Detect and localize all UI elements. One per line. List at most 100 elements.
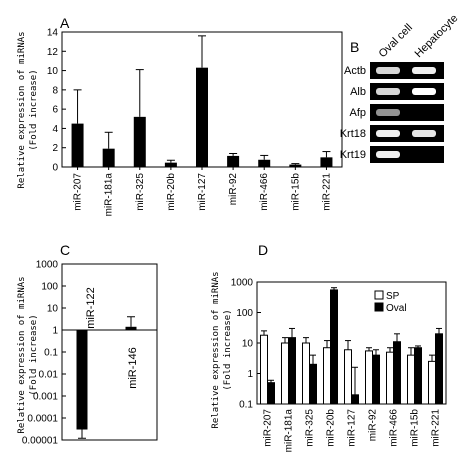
gel-lane-box bbox=[370, 125, 444, 142]
gel-row-label: Krt19 bbox=[340, 149, 366, 161]
y-tick-label: 14 bbox=[47, 28, 59, 39]
bar-sp bbox=[323, 347, 331, 405]
y-tick-label: 100 bbox=[41, 282, 58, 293]
y-tick-label: 0.00001 bbox=[22, 436, 59, 447]
bar-oval bbox=[372, 354, 380, 405]
bar-sp bbox=[281, 342, 289, 405]
y-tick-label: 1000 bbox=[36, 260, 59, 271]
gel-column-label: Oval cell bbox=[377, 22, 415, 60]
x-tick-label: miR-181a bbox=[284, 409, 295, 453]
gel-band bbox=[412, 88, 436, 95]
x-tick-label: miR-207 bbox=[263, 409, 274, 447]
y-axis-title-a-line1: Relative expression of miRNAs bbox=[17, 31, 27, 188]
chart-a: 0 2 4 6 8 10 12 14 miR-207 miR-181a miR-325 miR-20b… bbox=[47, 28, 343, 217]
bar-oval bbox=[435, 333, 443, 405]
bar bbox=[76, 330, 88, 430]
plot-frame bbox=[61, 263, 158, 441]
y-axis-title-d-line2: (Fold increase) bbox=[223, 309, 233, 390]
bar-oval bbox=[393, 341, 401, 405]
category-label: miR-146 bbox=[127, 347, 139, 389]
y-axis-title-c-line1: Relative expression of miRNAs bbox=[17, 276, 27, 433]
gel-band bbox=[376, 151, 400, 158]
bar bbox=[102, 148, 115, 167]
gel-lane-box bbox=[370, 83, 444, 100]
bar bbox=[164, 162, 177, 167]
gel-band bbox=[412, 130, 436, 137]
chart-c: 1000 100 10 1 0.1 0.01 0.001 0.0001 0.00001 miR-1… bbox=[22, 260, 158, 447]
bar bbox=[71, 123, 84, 167]
chart-d: 1000 100 10 1 0.1 miR-207 miR-181a miR-325 miR-2… bbox=[231, 278, 447, 453]
category-label: miR-122 bbox=[85, 287, 97, 329]
x-tick-label: miR-92 bbox=[228, 173, 239, 206]
panel-label-a: A bbox=[60, 15, 70, 31]
legend-label-sp: SP bbox=[386, 291, 400, 302]
x-tick-label: miR-325 bbox=[135, 173, 146, 211]
x-tick-label: miR-466 bbox=[389, 409, 400, 447]
bar-oval bbox=[351, 394, 359, 405]
x-tick-label: miR-221 bbox=[321, 173, 332, 211]
panel-label-c: C bbox=[60, 242, 70, 258]
y-tick-label: 0 bbox=[52, 163, 58, 174]
y-tick-label: 10 bbox=[242, 339, 254, 350]
bar bbox=[133, 116, 146, 167]
y-tick-label: 0.0001 bbox=[27, 414, 58, 425]
bar-oval bbox=[330, 289, 338, 405]
x-tick-label: miR-207 bbox=[73, 173, 84, 211]
y-axis-title-c-line2: (Fold increase) bbox=[29, 314, 39, 395]
bar-sp bbox=[260, 334, 268, 405]
gel-column-label: Hepatocyte bbox=[413, 12, 461, 60]
gel-band bbox=[376, 109, 400, 116]
gel-lane-box bbox=[370, 104, 444, 121]
y-axis-title-a: Relative expression of miRNAs (Fold incr… bbox=[17, 31, 39, 188]
bar bbox=[289, 164, 302, 167]
y-tick-label: 1000 bbox=[231, 278, 254, 289]
y-tick-label: 4 bbox=[52, 124, 58, 135]
x-tick-label: miR-20b bbox=[326, 409, 337, 447]
bar-sp bbox=[302, 342, 310, 405]
bar-oval bbox=[267, 382, 275, 405]
y-tick-label: 100 bbox=[236, 308, 253, 319]
gel-lane-box bbox=[370, 146, 444, 163]
x-tick-label: miR-92 bbox=[368, 409, 379, 442]
gel-band bbox=[376, 88, 400, 95]
gel-row-label: Alb bbox=[350, 86, 366, 98]
gel-band bbox=[376, 130, 400, 137]
bar-oval bbox=[309, 363, 317, 405]
bar-sp bbox=[428, 360, 436, 405]
x-tick-label: miR-325 bbox=[305, 409, 316, 447]
legend-swatch-oval bbox=[374, 302, 384, 312]
y-tick-label: 10 bbox=[47, 304, 59, 315]
y-tick-label: 0.01 bbox=[39, 370, 59, 381]
bar-sp bbox=[365, 350, 373, 405]
gel-band bbox=[376, 67, 400, 74]
bar-oval bbox=[288, 337, 296, 405]
panel-label-b: B bbox=[350, 39, 359, 55]
bar bbox=[227, 155, 240, 167]
y-axis-title-d: Relative expression of miRNAs (Fold incr… bbox=[211, 271, 233, 428]
legend-swatch-sp bbox=[374, 290, 384, 300]
bar-sp bbox=[386, 351, 394, 405]
gel-row-label: Actb bbox=[344, 65, 366, 77]
y-tick-label: 8 bbox=[52, 85, 58, 96]
x-tick-label: miR-466 bbox=[259, 173, 270, 211]
y-tick-label: 10 bbox=[47, 66, 59, 77]
gel-row-label: Afp bbox=[349, 107, 366, 119]
bar-sp bbox=[344, 349, 352, 405]
y-axis-title-d-line1: Relative expression of miRNAs bbox=[211, 271, 221, 428]
bar-oval bbox=[414, 347, 422, 405]
y-tick-label: 6 bbox=[52, 105, 58, 116]
gel-band bbox=[412, 67, 436, 74]
y-tick-label: 0.001 bbox=[33, 392, 58, 403]
gel-lane-box bbox=[370, 62, 444, 79]
y-tick-label: 12 bbox=[47, 47, 59, 58]
x-tick-label: miR-127 bbox=[197, 173, 208, 211]
y-axis-title-c: Relative expression of miRNAs (Fold incr… bbox=[17, 276, 39, 433]
x-tick-label: miR-20b bbox=[166, 173, 177, 211]
x-tick-label: miR-15b bbox=[410, 409, 421, 447]
x-tick-label: miR-181a bbox=[104, 173, 115, 217]
y-tick-label: 0.1 bbox=[44, 348, 58, 359]
legend-label-oval: Oval bbox=[386, 303, 407, 314]
y-tick-label: 1 bbox=[52, 326, 58, 337]
